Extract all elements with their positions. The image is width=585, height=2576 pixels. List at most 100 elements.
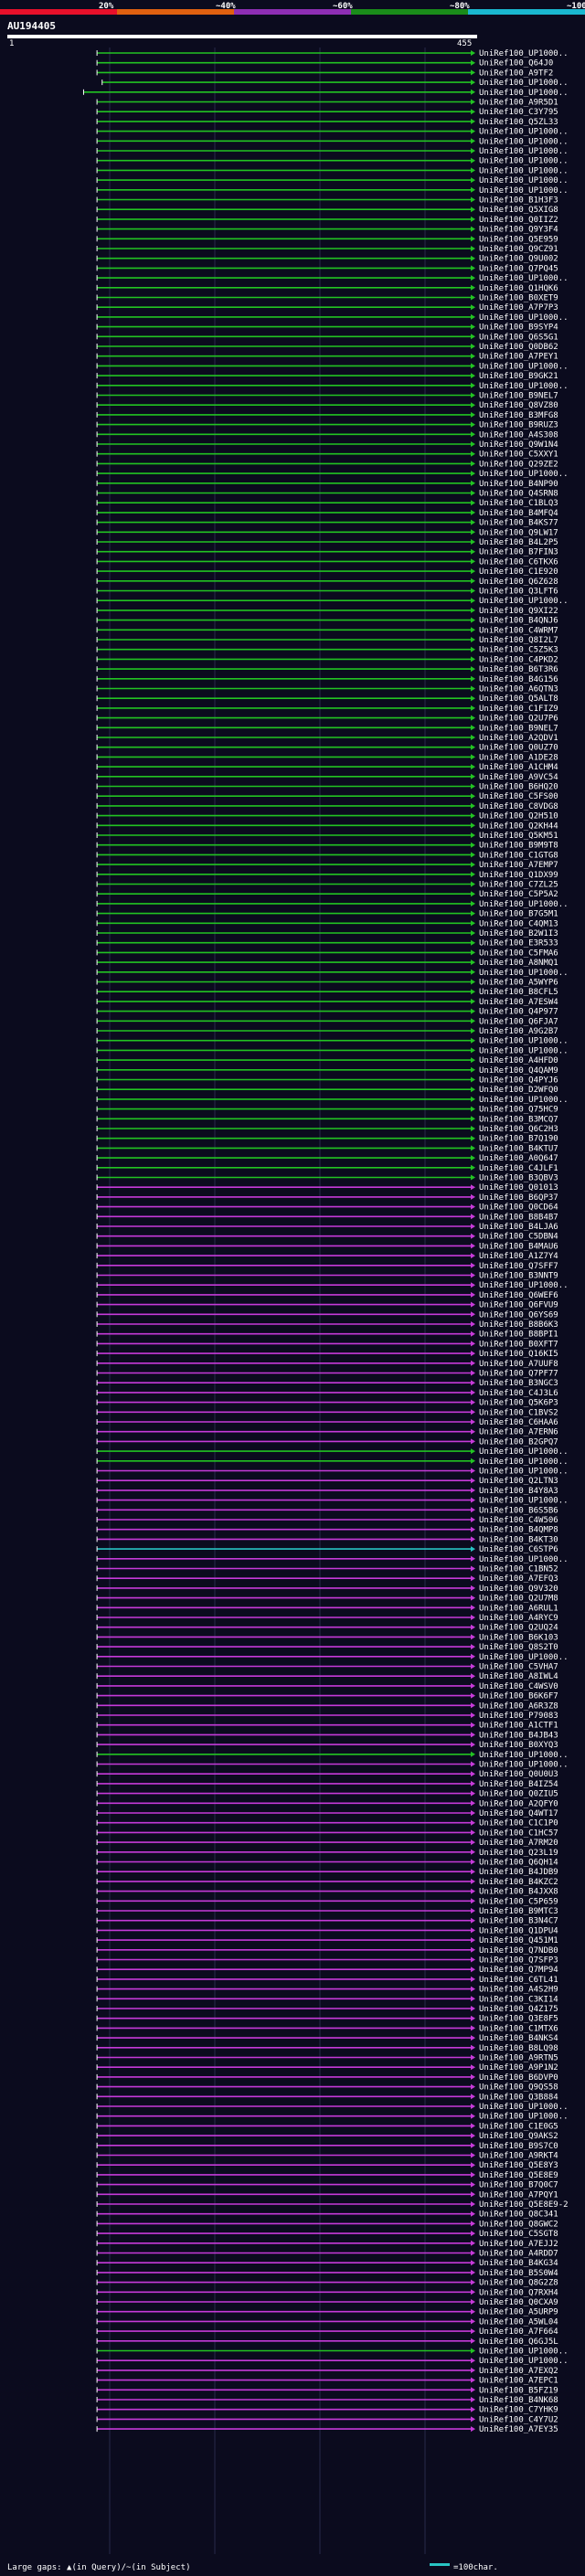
hit-label[interactable]: UniRef100_B4Y8A3 <box>479 1487 558 1496</box>
hit-label[interactable]: UniRef100_C4W506 <box>479 1516 558 1525</box>
hit-label[interactable]: UniRef100_B3MFG8 <box>479 411 558 420</box>
hit-label[interactable]: UniRef100_Q5XIG8 <box>479 206 558 215</box>
hit-label[interactable]: UniRef100_A9P1N2 <box>479 2063 558 2072</box>
hit-label[interactable]: UniRef100_Q6Z628 <box>479 578 558 587</box>
hit-label[interactable]: UniRef100_Q9CZ91 <box>479 245 558 254</box>
hit-label[interactable]: UniRef100_C1GTG8 <box>479 851 558 860</box>
hit-label[interactable]: UniRef100_A8IWL4 <box>479 1672 558 1681</box>
hit-label[interactable]: UniRef100_B4QMP8 <box>479 1526 558 1535</box>
hit-label[interactable]: UniRef100_UP1000.. <box>479 157 569 166</box>
hit-label[interactable]: UniRef100_B4NP90 <box>479 480 558 489</box>
hit-label[interactable]: UniRef100_Q9V320 <box>479 1585 558 1594</box>
hit-label[interactable]: UniRef100_UP1000.. <box>479 1037 569 1046</box>
hit-label[interactable]: UniRef100_Q9U002 <box>479 255 558 264</box>
hit-label[interactable]: UniRef100_Q5E8Y3 <box>479 2161 558 2170</box>
hit-label[interactable]: UniRef100_B4KG34 <box>479 2259 558 2268</box>
hit-label[interactable]: UniRef100_Q1DPU4 <box>479 1926 558 1935</box>
hit-label[interactable]: UniRef100_B4JDB9 <box>479 1868 558 1877</box>
hit-label[interactable]: UniRef100_B2W1I3 <box>479 929 558 938</box>
hit-label[interactable]: UniRef100_Q3B884 <box>479 2093 558 2102</box>
hit-label[interactable]: UniRef100_Q3LFT6 <box>479 588 558 597</box>
hit-label[interactable]: UniRef100_Q8S2T0 <box>479 1643 558 1652</box>
hit-label[interactable]: UniRef100_B9M9T8 <box>479 842 558 851</box>
hit-label[interactable]: UniRef100_C5P659 <box>479 1897 558 1906</box>
hit-label[interactable]: UniRef100_A4RDD7 <box>479 2250 558 2259</box>
hit-label[interactable]: UniRef100_A5WL04 <box>479 2317 558 2327</box>
hit-label[interactable]: UniRef100_A5WYP6 <box>479 979 558 988</box>
hit-label[interactable]: UniRef100_Q2LTN3 <box>479 1477 558 1486</box>
hit-label[interactable]: UniRef100_Q5E8E9 <box>479 2171 558 2180</box>
hit-label[interactable]: UniRef100_C4J3L6 <box>479 1389 558 1398</box>
hit-label[interactable]: UniRef100_Q29ZE2 <box>479 460 558 469</box>
hit-label[interactable]: UniRef100_B4KZC2 <box>479 1878 558 1887</box>
hit-label[interactable]: UniRef100_P79083 <box>479 1712 558 1721</box>
hit-label[interactable]: UniRef100_B9NEL7 <box>479 724 558 733</box>
hit-label[interactable]: UniRef100_Q7SFF7 <box>479 1262 558 1271</box>
hit-label[interactable]: UniRef100_UP1000.. <box>479 1751 569 1760</box>
hit-label[interactable]: UniRef100_C5XXY1 <box>479 451 558 460</box>
hit-label[interactable]: UniRef100_A7ERN6 <box>479 1428 558 1437</box>
hit-label[interactable]: UniRef100_Q6WEF6 <box>479 1291 558 1300</box>
hit-label[interactable]: UniRef100_UP1000.. <box>479 362 569 371</box>
hit-label[interactable]: UniRef100_Q6QH14 <box>479 1859 558 1868</box>
hit-label[interactable]: UniRef100_UP1000.. <box>479 1096 569 1105</box>
hit-label[interactable]: UniRef100_Q2UQ24 <box>479 1624 558 1633</box>
hit-label[interactable]: UniRef100_C5FS00 <box>479 792 558 801</box>
hit-label[interactable]: UniRef100_A7P7P3 <box>479 303 558 313</box>
hit-label[interactable]: UniRef100_UP1000.. <box>479 1555 569 1564</box>
hit-label[interactable]: UniRef100_B0XFT7 <box>479 1340 558 1349</box>
hit-label[interactable]: UniRef100_B8B6K3 <box>479 1320 558 1330</box>
hit-label[interactable]: UniRef100_Q6FJA7 <box>479 1017 558 1026</box>
hit-label[interactable]: UniRef100_UP1000.. <box>479 1761 569 1770</box>
hit-label[interactable]: UniRef100_B6T3R6 <box>479 665 558 674</box>
hit-label[interactable]: UniRef100_Q0DB62 <box>479 343 558 352</box>
hit-label[interactable]: UniRef100_Q8VZ80 <box>479 401 558 410</box>
hit-label[interactable]: UniRef100_C1BN52 <box>479 1565 558 1574</box>
hit-label[interactable]: UniRef100_Q8G2Z8 <box>479 2279 558 2288</box>
hit-label[interactable]: UniRef100_Q16KI5 <box>479 1350 558 1359</box>
hit-label[interactable]: UniRef100_C8VDG8 <box>479 802 558 811</box>
hit-label[interactable]: UniRef100_Q9QS58 <box>479 2083 558 2093</box>
hit-label[interactable]: UniRef100_Q2KH44 <box>479 822 558 831</box>
hit-label[interactable]: UniRef100_B4QNJ6 <box>479 617 558 626</box>
hit-label[interactable]: UniRef100_Q451M1 <box>479 1936 558 1945</box>
hit-label[interactable]: UniRef100_B8B4B7 <box>479 1213 558 1222</box>
hit-label[interactable]: UniRef100_B7Q0C7 <box>479 2181 558 2190</box>
hit-label[interactable]: UniRef100_UP1000.. <box>479 1497 569 1506</box>
hit-label[interactable]: UniRef100_C4Y7U2 <box>479 2415 558 2424</box>
hit-label[interactable]: UniRef100_B4JB43 <box>479 1731 558 1740</box>
hit-label[interactable]: UniRef100_Q8C341 <box>479 2210 558 2220</box>
hit-label[interactable]: UniRef100_B3MCQ7 <box>479 1115 558 1124</box>
hit-label[interactable]: UniRef100_A7F664 <box>479 2327 558 2337</box>
hit-label[interactable]: UniRef100_UP1000.. <box>479 186 569 196</box>
hit-label[interactable]: UniRef100_C6TL41 <box>479 1976 558 1985</box>
hit-label[interactable]: UniRef100_C4QM13 <box>479 919 558 928</box>
hit-label[interactable]: UniRef100_B6DVP0 <box>479 2073 558 2083</box>
hit-label[interactable]: UniRef100_C1BLQ3 <box>479 499 558 508</box>
hit-label[interactable]: UniRef100_UP1000.. <box>479 969 569 978</box>
hit-label[interactable]: UniRef100_C3Y795 <box>479 108 558 117</box>
hit-label[interactable]: UniRef100_UP1000.. <box>479 1046 569 1055</box>
hit-label[interactable]: UniRef100_B0XET9 <box>479 294 558 303</box>
hit-label[interactable]: UniRef100_UP1000.. <box>479 1447 569 1457</box>
hit-label[interactable]: UniRef100_B4LJA6 <box>479 1223 558 1232</box>
hit-label[interactable]: UniRef100_Q6FVU9 <box>479 1301 558 1310</box>
hit-label[interactable]: UniRef100_Q8I2L7 <box>479 636 558 645</box>
hit-label[interactable]: UniRef100_Q9W1N4 <box>479 440 558 450</box>
hit-label[interactable]: UniRef100_C4WSV0 <box>479 1682 558 1691</box>
hit-label[interactable]: UniRef100_Q4PYJ6 <box>479 1076 558 1086</box>
hit-label[interactable]: UniRef100_Q7PF77 <box>479 1370 558 1379</box>
hit-label[interactable]: UniRef100_B2GPQ7 <box>479 1437 558 1447</box>
hit-label[interactable]: UniRef100_A5URP9 <box>479 2308 558 2317</box>
hit-label[interactable]: UniRef100_B6K6F7 <box>479 1692 558 1701</box>
hit-label[interactable]: UniRef100_B8LQ98 <box>479 2044 558 2053</box>
hit-label[interactable]: UniRef100_B5FZ19 <box>479 2386 558 2395</box>
hit-label[interactable]: UniRef100_Q0IIZ2 <box>479 216 558 225</box>
hit-label[interactable]: UniRef100_Q2H510 <box>479 812 558 822</box>
hit-label[interactable]: UniRef100_A9RKT4 <box>479 2152 558 2161</box>
hit-label[interactable]: UniRef100_E3R533 <box>479 939 558 949</box>
hit-label[interactable]: UniRef100_A9G2B7 <box>479 1027 558 1036</box>
hit-label[interactable]: UniRef100_C7YHK9 <box>479 2406 558 2415</box>
hit-label[interactable]: UniRef100_Q5K6P3 <box>479 1399 558 1408</box>
hit-label[interactable]: UniRef100_Q1DX99 <box>479 871 558 880</box>
